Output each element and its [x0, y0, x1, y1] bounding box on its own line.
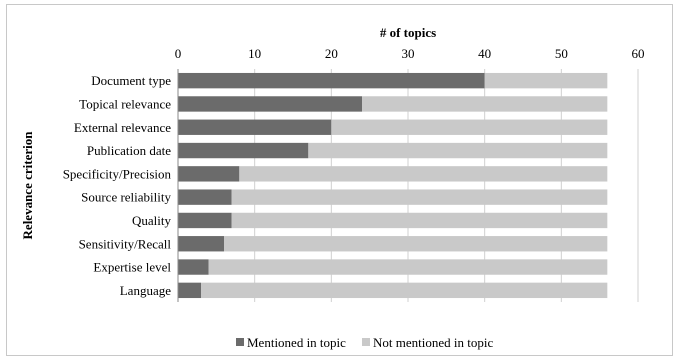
- legend-swatch: [236, 338, 244, 346]
- bar-mentioned: [178, 212, 232, 229]
- bars: [177, 69, 608, 302]
- category-label: Language: [120, 283, 171, 298]
- bar-not-mentioned: [331, 119, 608, 135]
- x-tick-label: 50: [555, 46, 568, 61]
- bar-not-mentioned: [201, 282, 608, 299]
- bar-not-mentioned: [484, 72, 608, 89]
- x-tick-label: 60: [632, 46, 645, 61]
- category-label: Publication date: [87, 143, 171, 158]
- category-label: Specificity/Precision: [63, 166, 172, 181]
- bar-not-mentioned: [231, 212, 608, 229]
- x-tick-label: 20: [325, 46, 338, 61]
- bar-not-mentioned: [231, 189, 608, 205]
- x-tick-label: 10: [248, 46, 261, 61]
- bar-mentioned: [178, 142, 309, 159]
- x-axis-title: # of topics: [380, 25, 436, 40]
- category-label: Sensitivity/Recall: [79, 236, 172, 251]
- x-tick-label: 30: [402, 46, 415, 61]
- legend-swatch: [362, 338, 370, 346]
- category-label: Document type: [91, 73, 171, 88]
- chart-frame: # of topics 0 10 20 30 40 50 60 Relevance crit…: [6, 4, 673, 356]
- bar-mentioned: [178, 96, 362, 112]
- stacked-bar-chart: # of topics 0 10 20 30 40 50 60 Relevance crit…: [20, 25, 645, 350]
- y-axis-title: Relevance criterion: [20, 131, 35, 240]
- category-label: Expertise level: [93, 260, 171, 275]
- legend-label: Mentioned in topic: [247, 335, 346, 350]
- bar-mentioned: [178, 189, 232, 205]
- bar-mentioned: [178, 259, 209, 275]
- legend-label: Not mentioned in topic: [373, 335, 493, 350]
- bar-mentioned: [178, 119, 332, 135]
- bar-mentioned: [178, 236, 224, 252]
- bar-not-mentioned: [362, 96, 608, 112]
- category-label: Topical relevance: [79, 96, 171, 111]
- bar-not-mentioned: [208, 259, 608, 275]
- category-label: External relevance: [74, 120, 171, 135]
- x-tick-label: 0: [175, 46, 182, 61]
- category-labels: Document type Topical relevance External r…: [63, 73, 172, 298]
- bar-not-mentioned: [224, 236, 608, 252]
- bar-not-mentioned: [239, 166, 608, 182]
- category-label: Source reliability: [81, 190, 171, 205]
- bar-not-mentioned: [308, 142, 608, 159]
- x-tick-label: 40: [478, 46, 491, 61]
- bar-mentioned: [178, 72, 485, 89]
- legend: Mentioned in topic Not mentioned in topic: [236, 335, 493, 350]
- category-label: Quality: [132, 213, 171, 228]
- bar-mentioned: [178, 282, 201, 299]
- x-tick-labels: 0 10 20 30 40 50 60: [175, 46, 645, 61]
- bar-mentioned: [178, 166, 240, 182]
